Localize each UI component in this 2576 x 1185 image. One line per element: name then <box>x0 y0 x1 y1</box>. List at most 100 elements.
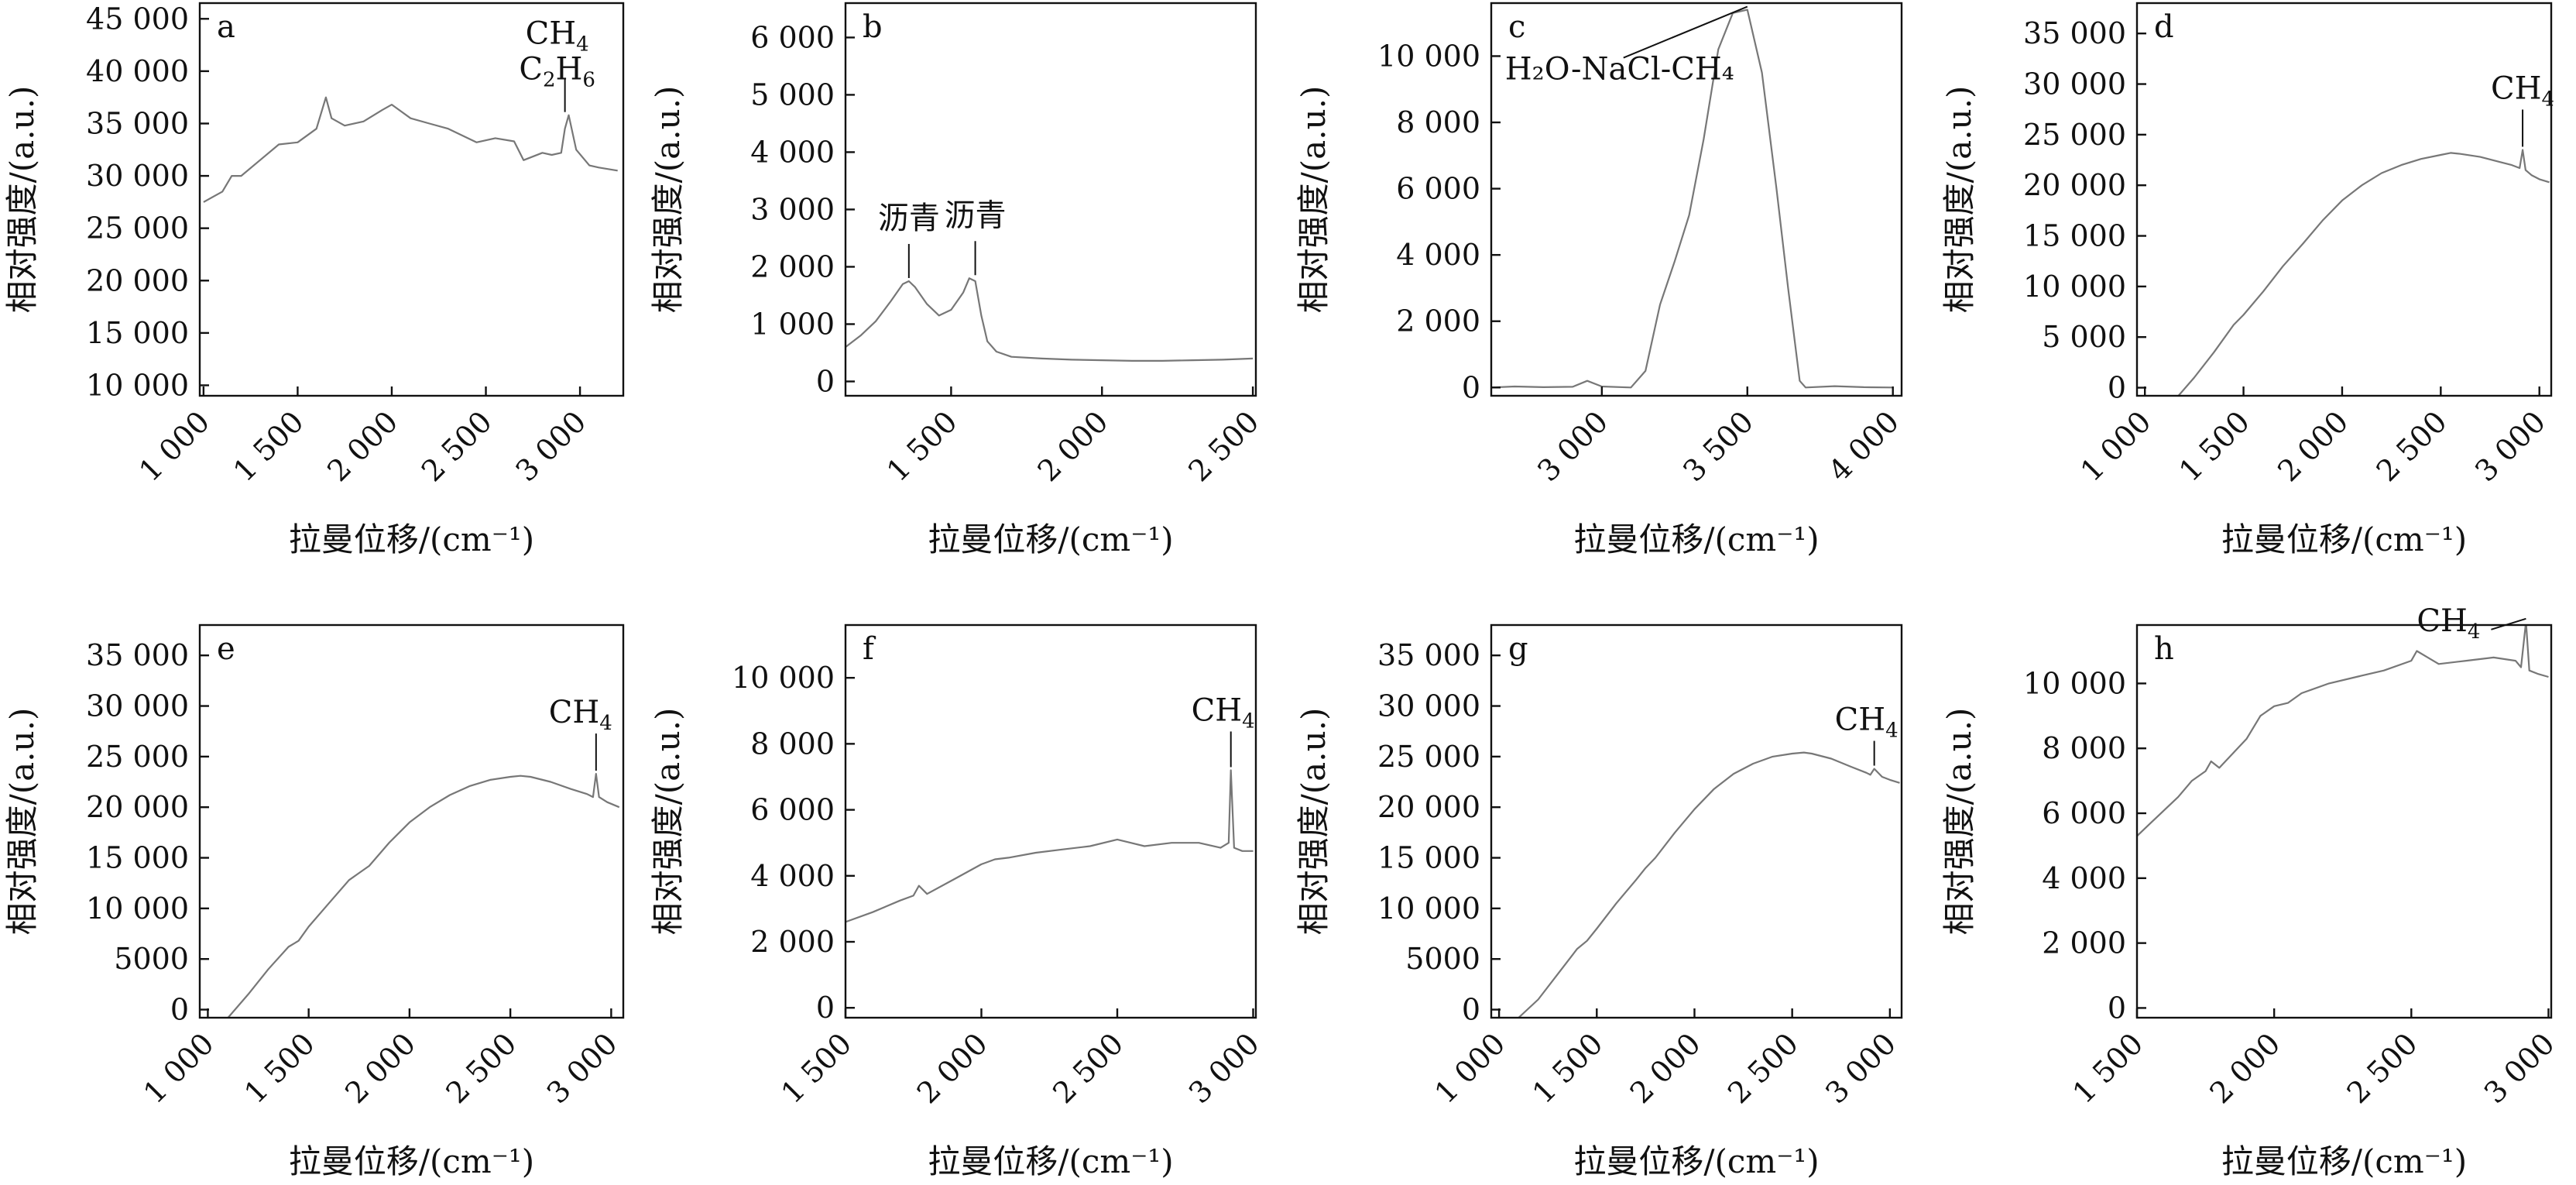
x-tick-label: 2 000 <box>911 1026 994 1110</box>
annotation-label: CH4 <box>2417 603 2480 644</box>
y-tick-label: 5 000 <box>2042 320 2126 354</box>
plot-frame <box>844 623 1257 1019</box>
annotation-label: CH4 <box>1192 692 1255 733</box>
y-axis-label: 相对强度/(a.u.) <box>1295 86 1333 314</box>
panel-letter: c <box>1508 9 1525 45</box>
x-tick-label: 2 000 <box>321 404 404 488</box>
y-tick-label: 10 000 <box>86 891 189 926</box>
x-tick-label: 3 000 <box>1531 404 1614 488</box>
annotation-label: CH4 <box>2491 70 2554 111</box>
x-axis-label: 拉曼位移/(cm⁻¹) <box>289 520 534 558</box>
x-tick-label: 1 500 <box>238 1026 321 1110</box>
x-tick-label: 1 000 <box>137 1026 221 1110</box>
x-tick-label: 3 500 <box>1676 404 1760 488</box>
y-tick-label: 2 000 <box>1396 304 1480 338</box>
x-tick-label: 2 000 <box>1031 404 1115 488</box>
y-tick-label: 25 000 <box>1377 740 1480 774</box>
y-tick-label: 6 000 <box>1396 172 1480 206</box>
y-tick-label: 10 000 <box>2023 666 2126 700</box>
panel-letter: b <box>863 9 883 45</box>
annotation-text-part: C <box>519 52 543 88</box>
x-tick-label: 3 000 <box>2468 404 2552 488</box>
chart-panel-c: 0 2 000 4 000 6 000 8 000 10 000 3 000 3 500 4 0… <box>1295 2 1905 558</box>
plot-frame <box>198 2 625 397</box>
y-tick-label: 4 000 <box>2042 861 2126 895</box>
x-tick-label: 3 000 <box>540 1026 624 1110</box>
y-axis-label: 相对强度/(a.u.) <box>3 708 41 936</box>
y-tick-label: 6 000 <box>750 793 835 827</box>
series-line-h-0 <box>2137 625 2549 837</box>
y-tick-label: 20 000 <box>2023 168 2126 202</box>
chart-panel-f: 0 2 000 4 000 6 000 8 000 10 000 1 500 2 000 2 5… <box>649 623 1266 1180</box>
plot-frame <box>198 623 625 1019</box>
y-tick-label: 0 <box>2108 991 2126 1025</box>
y-tick-label: 30 000 <box>86 689 189 723</box>
y-tick-label: 3 000 <box>750 192 835 226</box>
y-tick-label: 40 000 <box>86 54 189 88</box>
y-tick-label: 2 000 <box>750 925 835 959</box>
series-line-g-0 <box>1518 751 1900 1018</box>
y-tick-label: 8 000 <box>1396 105 1480 139</box>
x-tick-label: 1 500 <box>2173 404 2256 488</box>
x-tick-label: 2 500 <box>2341 1026 2424 1110</box>
annotation-leader <box>1623 5 1748 59</box>
y-tick-label: 35 000 <box>2023 16 2126 50</box>
annotation-text-part: CH <box>1192 692 1243 728</box>
annotation-subscript: 4 <box>599 712 612 735</box>
x-tick-label: 4 000 <box>1822 404 1905 488</box>
annotation-subscript: 4 <box>2542 88 2555 111</box>
x-axis-label: 拉曼位移/(cm⁻¹) <box>1573 1142 1819 1180</box>
panel-letter: g <box>1508 631 1528 667</box>
x-tick-label: 2 000 <box>338 1026 422 1110</box>
y-axis-label: 相对强度/(a.u.) <box>649 708 687 936</box>
y-tick-label: 8 000 <box>2042 731 2126 765</box>
panel-letter: f <box>863 631 876 667</box>
y-tick-label: 2 000 <box>750 249 835 283</box>
x-tick-label: 2 000 <box>1624 1026 1707 1110</box>
y-tick-label: 10 000 <box>2023 270 2126 304</box>
y-tick-label: 10 000 <box>732 661 835 695</box>
x-tick-label: 1 500 <box>227 404 310 488</box>
chart-panel-h: 0 2 000 4 000 6 000 8 000 10 000 1 500 2 000 2 5… <box>1940 603 2561 1180</box>
x-axis-label: 拉曼位移/(cm⁻¹) <box>1573 520 1819 558</box>
panel-letter: d <box>2154 9 2174 45</box>
annotation-subscript: 4 <box>576 33 589 57</box>
annotation-text-part: H <box>555 52 582 88</box>
x-tick-label: 1 000 <box>1428 1026 1511 1110</box>
annotation-text-part: CH <box>1835 702 1886 738</box>
annotation-subscript: 4 <box>1242 709 1255 733</box>
plot-frame <box>2135 623 2553 1019</box>
x-tick-label: 1 500 <box>774 1026 858 1110</box>
x-axis-label: 拉曼位移/(cm⁻¹) <box>928 1142 1173 1180</box>
y-tick-label: 20 000 <box>86 790 189 824</box>
annotation-label: CH4 <box>1835 702 1899 743</box>
panel-letter: h <box>2154 631 2174 667</box>
x-tick-label: 2 000 <box>2271 404 2355 488</box>
y-tick-label: 0 <box>170 993 189 1027</box>
y-tick-label: 20 000 <box>86 263 189 297</box>
x-tick-label: 1 500 <box>1526 1026 1610 1110</box>
y-tick-label: 10 000 <box>86 368 189 402</box>
chart-panel-g: 0 5000 10 000 15 000 20 000 25 000 30 000 35 00… <box>1295 623 1903 1180</box>
y-tick-label: 0 <box>1462 993 1480 1027</box>
x-tick-label: 2 500 <box>415 404 499 488</box>
series-line-b-0 <box>846 277 1254 362</box>
plot-frame <box>1490 623 1903 1019</box>
chart-panel-e: 0 5000 10 000 15 000 20 000 25 000 30 000 35 00… <box>3 623 625 1180</box>
y-tick-label: 25 000 <box>2023 118 2126 152</box>
x-tick-label: 3 000 <box>1819 1026 1902 1110</box>
annotation-leader <box>2491 617 2526 630</box>
annotation-subscript: 4 <box>1885 720 1899 743</box>
panel-letter: a <box>217 9 235 45</box>
x-tick-label: 3 000 <box>509 404 592 488</box>
x-axis-label: 拉曼位移/(cm⁻¹) <box>289 1142 534 1180</box>
annotation-label: 沥青 <box>878 201 940 236</box>
annotation-subscript: 6 <box>582 69 595 92</box>
y-tick-label: 15 000 <box>1377 841 1480 875</box>
x-tick-label: 1 500 <box>2066 1026 2149 1110</box>
y-tick-label: 35 000 <box>86 638 189 672</box>
y-tick-label: 25 000 <box>86 740 189 774</box>
y-tick-label: 15 000 <box>2023 219 2126 253</box>
annotation-text-part: CH <box>2491 70 2542 106</box>
series-line-d-0 <box>2177 149 2550 396</box>
